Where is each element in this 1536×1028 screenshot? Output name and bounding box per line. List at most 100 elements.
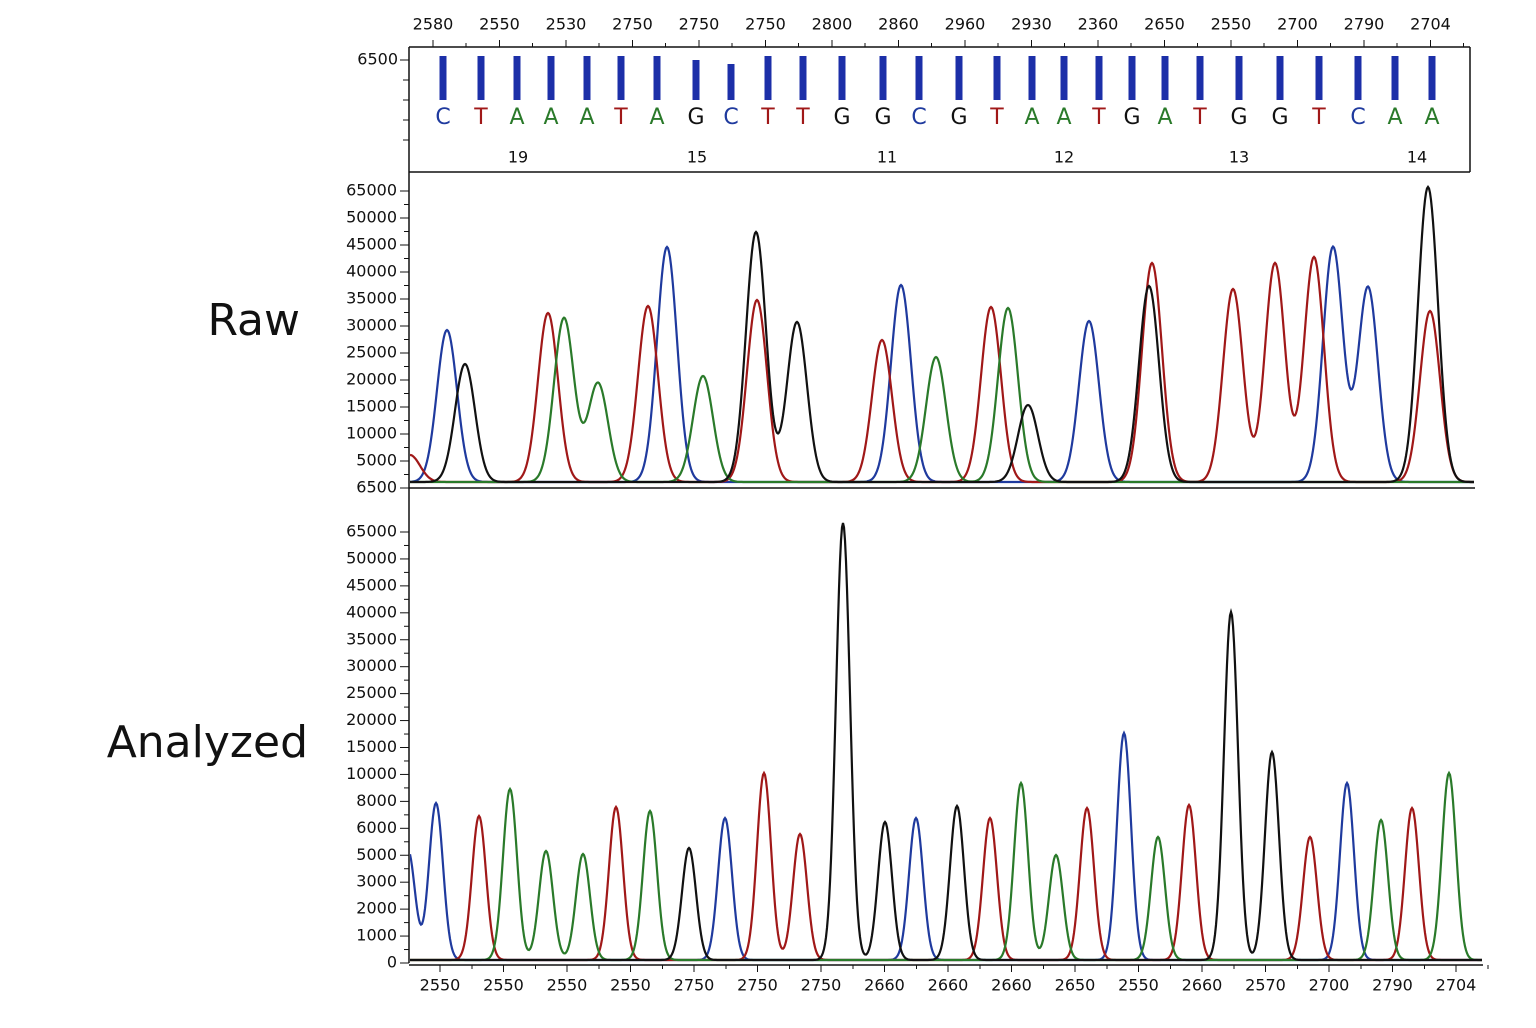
bottom-axis-label: 2550	[420, 976, 461, 995]
content: 6500 2580 2550 2530 2750 2750 2750 2800 2860 2960…	[346, 15, 1489, 995]
bottom-axis-label: 2550	[547, 976, 588, 995]
quality-bar	[439, 56, 447, 100]
quality-bar	[1161, 56, 1169, 100]
top-axis-label: 2750	[612, 15, 653, 34]
base-call: C	[1350, 105, 1365, 130]
quality-bar	[1095, 56, 1103, 100]
quality-bar	[955, 56, 963, 100]
quality-bar	[879, 56, 887, 100]
base-call: A	[579, 105, 594, 130]
top-axis-label: 2790	[1344, 15, 1385, 34]
top-axis-label: 2704	[1410, 15, 1451, 34]
top-axis-label: 2800	[812, 15, 853, 34]
quality-bar	[1235, 56, 1243, 100]
y-tick-label: 3000	[356, 872, 397, 891]
base-call: T	[760, 105, 775, 130]
position-label: 19	[508, 148, 528, 167]
top-axis-label: 2960	[945, 15, 986, 34]
base-call: A	[509, 105, 524, 130]
base-call: T	[1091, 105, 1106, 130]
base-call: G	[833, 105, 850, 130]
top-axis-label: 2650	[1144, 15, 1185, 34]
quality-bar	[1315, 56, 1323, 100]
quality-bar	[799, 56, 807, 100]
base-call: T	[473, 105, 488, 130]
y-tick-label: 40000	[346, 602, 397, 621]
y-tick-label: 5000	[356, 845, 397, 864]
base-call: A	[1157, 105, 1172, 130]
base-call: A	[1424, 105, 1439, 130]
quality-bar	[1128, 56, 1136, 100]
position-label: 14	[1407, 148, 1427, 167]
raw-trace	[410, 185, 1474, 484]
y-tick-label: 15000	[346, 737, 397, 756]
quality-bar	[513, 56, 521, 100]
base-call: G	[874, 105, 891, 130]
y-tick-label: 35000	[346, 629, 397, 648]
quality-bar	[653, 56, 661, 100]
frames	[408, 46, 1483, 966]
quality-bar	[1196, 56, 1204, 100]
top-axis-label: 2750	[745, 15, 786, 34]
y-tick-label: 8000	[356, 791, 397, 810]
bottom-axis-label: 2550	[610, 976, 651, 995]
top-axis-label: 2580	[413, 15, 454, 34]
y-tick-label: 25000	[346, 683, 397, 702]
y-tick-label: 15000	[346, 397, 397, 416]
base-call: G	[1271, 105, 1288, 130]
base-call: T	[613, 105, 628, 130]
bottom-axis-label: 2750	[737, 976, 778, 995]
quality-bar	[838, 56, 846, 100]
bottom-axis-label: 2700	[1309, 976, 1350, 995]
position-label: 13	[1229, 148, 1249, 167]
y-tick-label: 30000	[346, 316, 397, 335]
y-tick-label: 65000	[346, 181, 397, 200]
bottom-axis-label: 2570	[1245, 976, 1286, 995]
analyzed-label: Analyzed	[107, 717, 308, 768]
base-call: T	[795, 105, 810, 130]
y-tick-label: 40000	[346, 262, 397, 281]
y-tick-label: 45000	[346, 575, 397, 594]
quality-bar	[617, 56, 625, 100]
base-call: C	[723, 105, 738, 130]
position-label: 12	[1054, 148, 1074, 167]
quality-bar	[1060, 56, 1068, 100]
top-axis-label: 2360	[1078, 15, 1119, 34]
base-call: T	[1192, 105, 1207, 130]
base-call: A	[1024, 105, 1039, 130]
quality-bar	[727, 64, 735, 100]
y-tick-label: 35000	[346, 289, 397, 308]
quality-bar	[1428, 56, 1436, 100]
raw-label: Raw	[207, 295, 300, 346]
base-call: A	[649, 105, 664, 130]
y-tick-label: 2000	[356, 899, 397, 918]
y-tick-label: 10000	[346, 764, 397, 783]
position-label: 11	[877, 148, 897, 167]
bottom-axis-label: 2704	[1436, 976, 1477, 995]
bottom-axis-label: 2550	[1118, 976, 1159, 995]
base-call: A	[1387, 105, 1402, 130]
top-axis-label: 2550	[479, 15, 520, 34]
y-tick-label: 5000	[356, 451, 397, 470]
quality-bar	[692, 60, 700, 100]
analyzed-trace	[410, 522, 1482, 962]
base-call: T	[1311, 105, 1326, 130]
trace-r	[410, 255, 1474, 484]
y-tick-label: 0	[387, 953, 397, 972]
base-call: G	[1123, 105, 1140, 130]
top-axis-label: 2700	[1277, 15, 1318, 34]
quality-bar	[1354, 56, 1362, 100]
quality-bar	[915, 56, 923, 100]
bottom-axis-label: 2660	[1182, 976, 1223, 995]
bottom-axis-label: 2790	[1372, 976, 1413, 995]
quality-bar	[764, 56, 772, 100]
bottom-axis-label: 2660	[991, 976, 1032, 995]
bottom-axis-label: 2750	[801, 976, 842, 995]
trace-k	[410, 522, 1482, 962]
trace-b	[410, 244, 1474, 484]
y-tick-label: 50000	[346, 208, 397, 227]
base-call: A	[543, 105, 558, 130]
top-y-tick-label: 6500	[357, 50, 398, 69]
trace-k	[410, 185, 1474, 484]
